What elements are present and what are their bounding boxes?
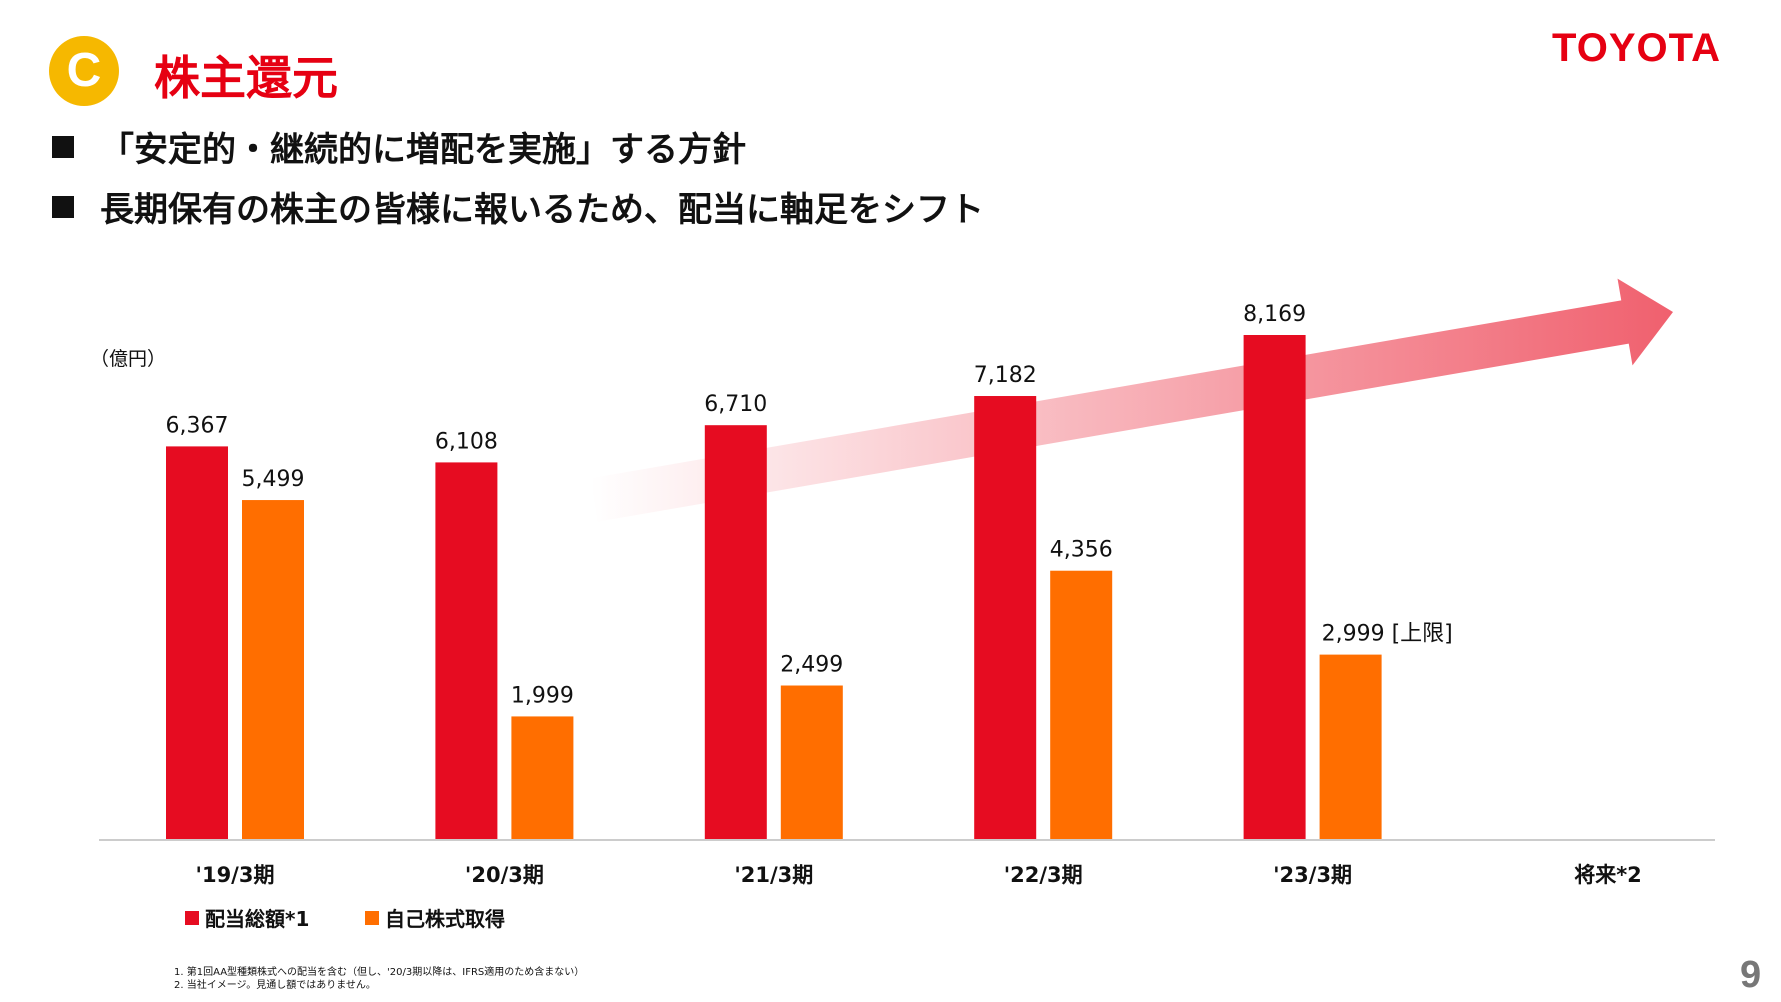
x-tick-label: '22/3期 xyxy=(1004,863,1083,887)
bullet-2: 長期保有の株主の皆様に報いるため、配当に軸足をシフト xyxy=(52,182,984,231)
legend-label: 配当総額*1 xyxy=(205,907,310,931)
dividend-bar xyxy=(1243,335,1306,840)
data-label: 2,999 [上限] xyxy=(1322,622,1453,647)
data-label: 5,499 xyxy=(242,467,305,492)
bullet-square-icon xyxy=(52,195,74,218)
bullet-square-icon xyxy=(52,135,74,158)
data-label: 6,108 xyxy=(435,429,498,454)
buyback-bar xyxy=(780,685,843,840)
data-label: 8,169 xyxy=(1243,302,1306,327)
footnote-1: 1. 第1回AA型種類株式への配当を含む（但し、'20/3期以降は、IFRS適用… xyxy=(174,967,585,978)
buyback-bar xyxy=(242,500,304,840)
bullet-text: 「安定的・継続的に増配を実施」する方針 xyxy=(100,130,746,170)
bullet-1: 「安定的・継続的に増配を実施」する方針 xyxy=(52,122,746,171)
data-label: 2,499 xyxy=(780,653,843,678)
footnote-2: 2. 当社イメージ。見通し額ではありません。 xyxy=(174,980,376,991)
legend-dividend: 配当総額*1 xyxy=(185,903,309,932)
page-number: 9 xyxy=(1740,954,1762,996)
legend-swatch-orange xyxy=(365,910,379,925)
buyback-bar xyxy=(511,716,574,840)
legend-label: 自己株式取得 xyxy=(385,907,505,931)
x-tick-label: '20/3期 xyxy=(465,863,544,887)
toyota-logo: TOYOTA xyxy=(1552,26,1721,70)
section-badge-c: C xyxy=(49,36,119,106)
legend-buyback: 自己株式取得 xyxy=(365,903,505,932)
data-label: 7,182 xyxy=(974,363,1037,388)
unit-label: （億円） xyxy=(90,348,167,370)
buyback-bar xyxy=(1050,570,1113,840)
trend-arrow-shape xyxy=(590,278,1674,522)
x-tick-label: '21/3期 xyxy=(734,863,813,887)
data-label: 6,367 xyxy=(166,413,229,438)
x-tick-label: '23/3期 xyxy=(1273,863,1352,887)
x-tick-label: '19/3期 xyxy=(196,863,275,887)
bullet-text: 長期保有の株主の皆様に報いるため、配当に軸足をシフト xyxy=(100,190,984,230)
dividend-bar xyxy=(435,462,498,840)
dividend-bar xyxy=(974,396,1037,840)
x-tick-label: 将来*2 xyxy=(1574,863,1642,887)
dividend-bar xyxy=(704,425,767,840)
data-label: 6,710 xyxy=(704,392,767,417)
trend-arrow xyxy=(590,278,1674,522)
data-label: 1,999 xyxy=(511,683,574,708)
page-title: 株主還元 xyxy=(154,51,338,105)
legend-swatch-red xyxy=(185,910,199,925)
buyback-bar xyxy=(1319,654,1382,840)
dividend-bar xyxy=(166,446,228,840)
data-label: 4,356 xyxy=(1050,538,1113,563)
